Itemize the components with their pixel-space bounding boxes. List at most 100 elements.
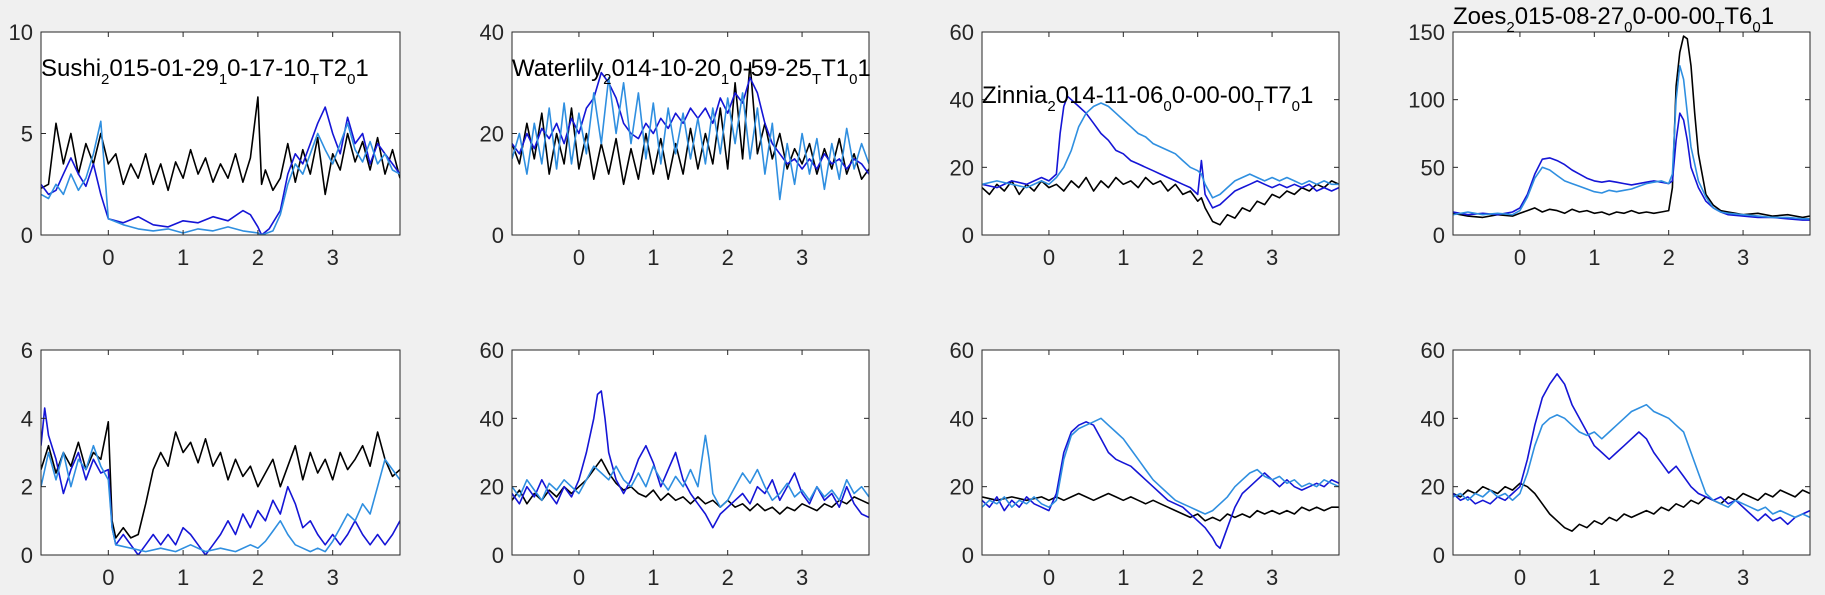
y-tick-label: 20 [480,122,504,147]
plot-area [982,350,1339,555]
series-line-3 [1453,65,1810,220]
y-tick-label: 40 [950,88,974,113]
panel-3: 0 1 2 3 0 20 40 60 Zinnia2014-11-0600-00-00TT701 [950,20,1340,270]
x-tick-label: 0 [1514,565,1526,590]
y-tick-label: 100 [1408,88,1445,113]
x-tick-label: 2 [722,245,734,270]
x-tick-label: 2 [1192,245,1204,270]
series-line-1 [982,492,1339,522]
x-tick-label: 1 [647,245,659,270]
series-line-2 [982,421,1339,549]
y-tick-label: 0 [1433,543,1445,568]
x-tick-label: 2 [1192,565,1204,590]
x-tick-label: 3 [1266,245,1278,270]
series-line-3 [512,76,869,201]
series-line-2 [512,390,869,529]
x-tick-label: 1 [1117,565,1129,590]
x-tick-label: 0 [1043,565,1055,590]
y-tick-label: 0 [1433,223,1445,248]
x-tick-label: 1 [647,565,659,590]
panel-title: Zoes2015-08-2700-00-00TT601 [1453,3,1774,36]
x-tick-label: 3 [327,565,339,590]
x-tick-label: 1 [1117,245,1129,270]
panel-title: Zinnia2014-11-0600-00-00TT701 [982,82,1313,115]
x-tick-label: 3 [1737,245,1749,270]
panel-8: 0 1 2 3 0 20 40 60 [1421,338,1811,590]
series-line-2 [41,106,400,235]
x-tick-label: 1 [177,245,189,270]
series-line-3 [41,444,400,553]
x-tick-label: 3 [327,245,339,270]
y-tick-label: 60 [480,338,504,363]
x-tick-label: 1 [1588,245,1600,270]
x-tick-label: 2 [722,565,734,590]
y-tick-label: 4 [21,406,33,431]
panel-7: 0 1 2 3 0 20 40 60 [950,338,1340,590]
series-line-3 [1453,403,1810,519]
x-tick-label: 1 [1588,565,1600,590]
x-tick-label: 2 [1663,245,1675,270]
y-tick-label: 40 [480,406,504,431]
y-tick-label: 0 [962,543,974,568]
series-line-3 [512,434,869,508]
y-tick-label: 0 [21,543,33,568]
x-tick-label: 2 [1663,565,1675,590]
y-tick-label: 20 [950,155,974,180]
x-tick-label: 2 [252,565,264,590]
y-tick-label: 60 [950,338,974,363]
panel-4: 0 1 2 3 0 50 100 150 Zoes2015-08-2700-00-00TT601 [1408,3,1811,270]
y-tick-label: 0 [492,543,504,568]
series-line-3 [982,102,1339,199]
plot-area [1453,32,1810,235]
plot-area [982,32,1339,235]
y-tick-label: 20 [950,475,974,500]
axes-frame [1452,349,1811,556]
panel-1: 0 1 2 3 0 5 10 Sushi2015-01-2910-17-10TT201 [9,20,401,270]
panel-title: Sushi2015-01-2910-17-10TT201 [41,55,369,88]
series-line-1 [41,421,400,539]
x-tick-label: 0 [102,565,114,590]
panel-title: Waterlily2014-10-2010-59-25TT101 [512,55,871,88]
x-tick-label: 0 [1043,245,1055,270]
y-tick-label: 20 [1421,475,1445,500]
y-tick-label: 2 [21,475,33,500]
y-tick-label: 10 [9,20,33,45]
axes-frame [511,349,870,556]
y-tick-label: 6 [21,338,33,363]
axes-frame [40,349,401,556]
plot-area [1453,350,1810,555]
series-line-1 [1453,482,1810,532]
y-tick-label: 0 [21,223,33,248]
y-tick-label: 0 [962,223,974,248]
x-tick-label: 0 [573,565,585,590]
x-tick-label: 3 [1266,565,1278,590]
panel-6: 0 1 2 3 0 20 40 60 [480,338,870,590]
series-line-1 [1453,35,1810,219]
y-tick-label: 40 [1421,406,1445,431]
series-line-2 [982,95,1339,209]
y-tick-label: 20 [480,475,504,500]
y-tick-label: 150 [1408,20,1445,45]
axes-frame [1452,31,1811,236]
plot-area [512,32,869,235]
panel-5: 0 1 2 3 0 2 4 6 [21,338,401,590]
x-tick-label: 3 [1737,565,1749,590]
x-tick-label: 3 [796,245,808,270]
series-line-2 [41,407,400,555]
x-tick-label: 3 [796,565,808,590]
y-tick-label: 50 [1421,155,1445,180]
plot-area [512,350,869,555]
y-tick-label: 40 [480,20,504,45]
series-line-2 [1453,373,1810,526]
series-line-1 [512,458,869,515]
x-tick-label: 0 [1514,245,1526,270]
series-line-1 [512,61,869,186]
panel-2: 0 1 2 3 0 20 40 Waterlily2014-10-2010-59-25TT10… [480,20,871,270]
y-tick-label: 60 [950,20,974,45]
y-tick-label: 0 [492,223,504,248]
series-line-2 [512,71,869,175]
x-tick-label: 0 [102,245,114,270]
y-tick-label: 5 [21,122,33,147]
x-tick-label: 1 [177,565,189,590]
